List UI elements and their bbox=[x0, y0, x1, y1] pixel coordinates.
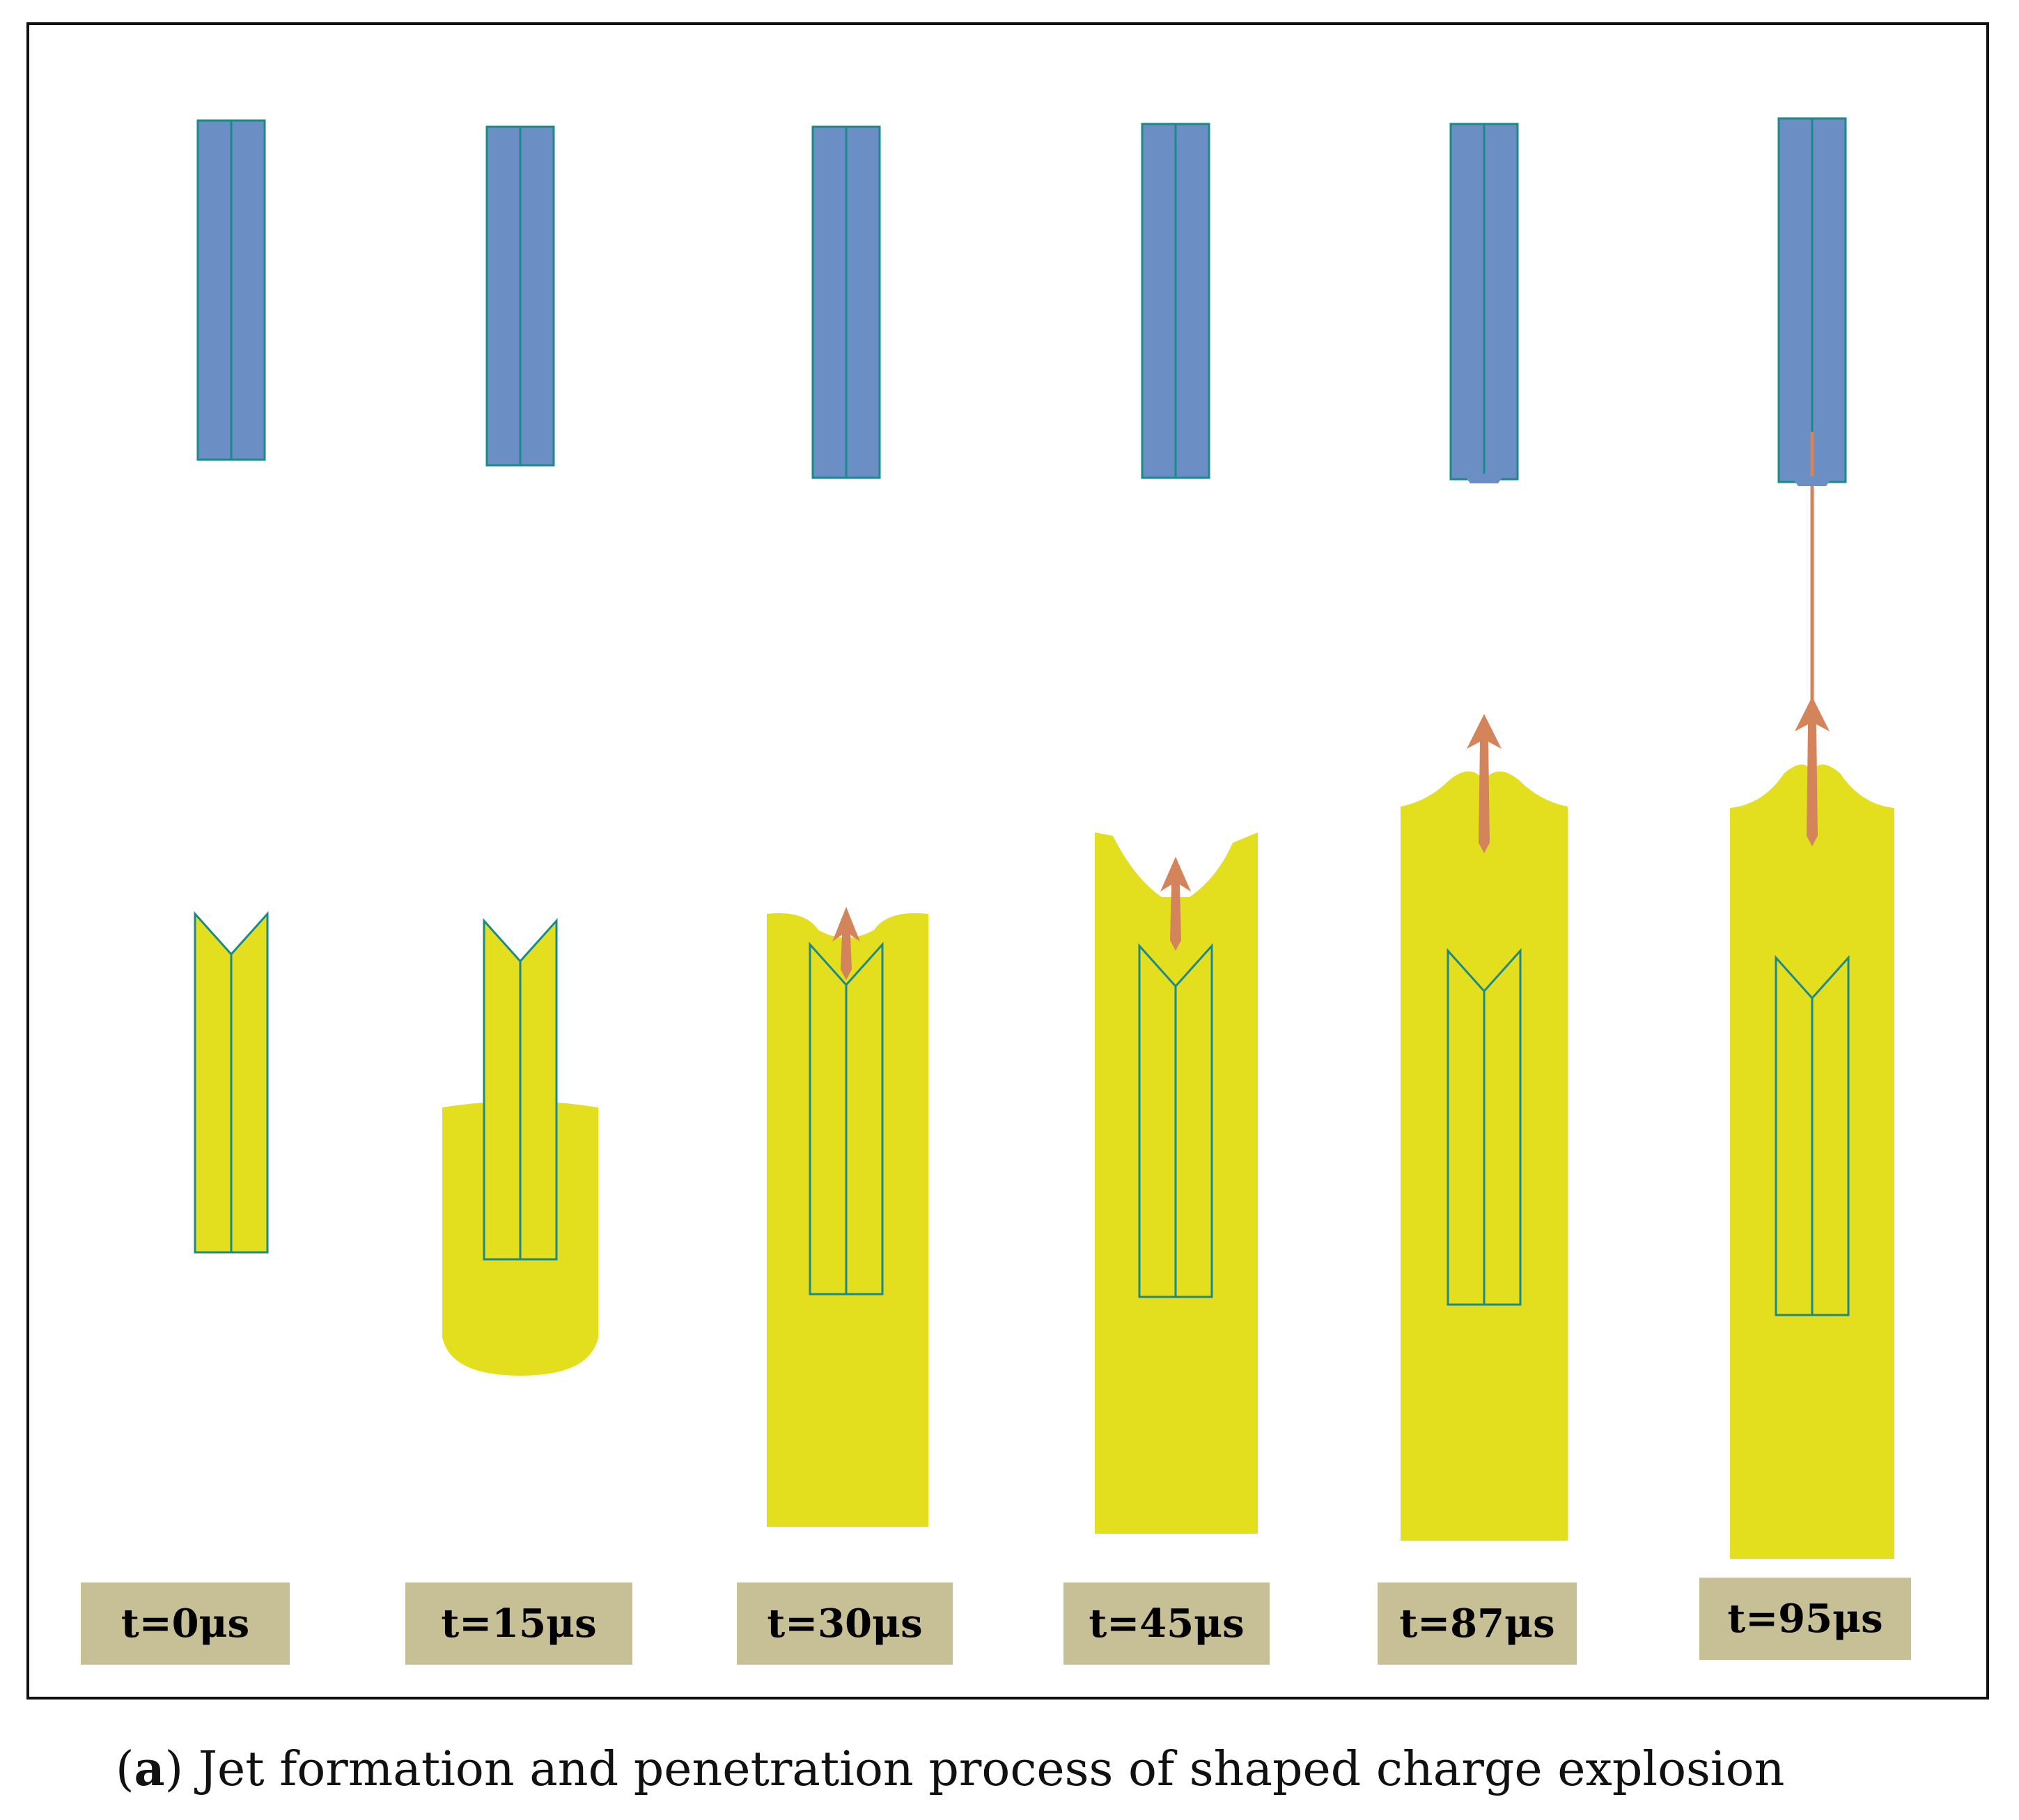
time-label: t=0μs bbox=[81, 1582, 290, 1665]
jet-head bbox=[1467, 714, 1502, 853]
caption-letter: a bbox=[134, 1741, 165, 1797]
time-label: t=95μs bbox=[1699, 1578, 1911, 1660]
time-label: t=15μs bbox=[405, 1582, 632, 1665]
projectile-splash bbox=[1463, 474, 1505, 483]
frame-0 bbox=[194, 119, 269, 1254]
caption-text: Jet formation and penetration process of… bbox=[198, 1742, 1785, 1797]
projectile-splash bbox=[1791, 476, 1833, 486]
frame-3 bbox=[1095, 123, 1258, 1534]
shaped-charge bbox=[809, 942, 884, 1296]
frame-2 bbox=[767, 125, 928, 1527]
shaped-charge bbox=[1447, 948, 1522, 1306]
frame-1 bbox=[442, 125, 598, 1376]
target-body bbox=[767, 912, 928, 1527]
frame-4 bbox=[1401, 123, 1568, 1541]
jet-head bbox=[1160, 857, 1191, 951]
figure-caption: (a) Jet formation and penetration proces… bbox=[116, 1741, 1785, 1797]
time-label: t=30μs bbox=[737, 1582, 953, 1665]
shaped-charge bbox=[1138, 943, 1213, 1298]
time-label: t=45μs bbox=[1063, 1582, 1270, 1665]
frame-5 bbox=[1730, 117, 1894, 1559]
shaped-charge bbox=[1775, 955, 1850, 1316]
time-label: t=87μs bbox=[1378, 1582, 1577, 1665]
jet-head bbox=[1795, 697, 1830, 846]
simulation-diagram bbox=[194, 117, 1894, 1559]
jet-head bbox=[832, 907, 860, 980]
figure-frame bbox=[26, 22, 1989, 1700]
